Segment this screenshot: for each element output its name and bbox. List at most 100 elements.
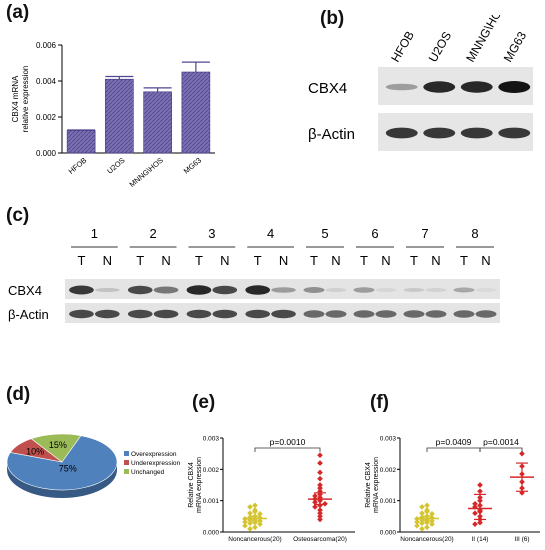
- bar: [66, 130, 96, 154]
- data-point: [477, 482, 483, 488]
- y-tick-label: 0.003: [380, 436, 397, 443]
- blot-band: [186, 309, 212, 319]
- bar-chart-a: 0.000 0.002 0.004 0.006 CBX4 mRNA relative ex…: [11, 41, 215, 189]
- y-axis-label: mRNA expression: [196, 457, 203, 513]
- blot-band: [325, 310, 347, 318]
- lane-label: N: [161, 253, 170, 268]
- blot-band: [498, 127, 531, 139]
- data-point: [414, 522, 420, 529]
- data-point: [317, 482, 323, 488]
- panel-label-b: (b): [320, 8, 345, 29]
- blot-band: [69, 309, 94, 319]
- panel-label-d: (d): [6, 384, 31, 405]
- x-tick-label: MNNG\HOS: [128, 156, 165, 189]
- y-tick-label: 0.000: [380, 530, 397, 537]
- pair-label: 4: [267, 226, 274, 241]
- bar: [143, 91, 172, 154]
- p-value-label: p=0.0010: [270, 437, 306, 447]
- blot-band: [325, 288, 347, 292]
- data-point: [477, 519, 483, 526]
- data-point: [317, 516, 323, 523]
- data-point: [472, 521, 478, 527]
- y-axis-label: Relative CBX4: [188, 462, 195, 508]
- lane-label: T: [360, 253, 368, 268]
- y-tick-label: 0.000: [203, 530, 220, 537]
- data-point: [257, 521, 263, 527]
- blot-band: [153, 286, 179, 294]
- blot-band: [385, 83, 418, 91]
- comparison-bracket: [254, 447, 321, 452]
- bar: [105, 78, 134, 154]
- row-label: CBX4: [8, 283, 42, 298]
- data-point: [317, 510, 323, 517]
- data-point: [252, 508, 258, 515]
- blot-band: [353, 310, 375, 318]
- pair-label: 7: [421, 226, 428, 241]
- p-value-label: p=0.0014: [483, 437, 519, 447]
- blot-band: [212, 309, 238, 319]
- pair-label: 5: [321, 226, 328, 241]
- data-point: [317, 507, 323, 513]
- data-point: [242, 522, 248, 529]
- blot-band: [212, 285, 238, 295]
- pair-label: 6: [371, 226, 378, 241]
- lane-label: HFOB: [388, 29, 417, 65]
- lane-label: MG63: [501, 29, 530, 65]
- x-tick-label: Osteosarcoma(20): [293, 536, 347, 543]
- blot-band: [403, 288, 425, 292]
- blot-band: [425, 288, 447, 292]
- blot-band: [460, 127, 493, 139]
- data-point: [247, 526, 253, 532]
- blot-band: [94, 288, 120, 292]
- x-tick-label: II (14): [472, 536, 489, 543]
- lane-label: T: [77, 253, 85, 268]
- y-axis-label: CBX4 mRNA: [11, 75, 20, 122]
- blot-band: [375, 288, 397, 292]
- blot-band: [385, 127, 418, 139]
- y-tick-label: 0.003: [203, 436, 220, 443]
- legend-label: Underexpression: [131, 460, 181, 467]
- scatter-chart-e: 0.000 0.001 0.002 0.003 Relative CBX4 mRNA ex…: [188, 436, 355, 543]
- pair-label: 1: [91, 226, 98, 241]
- lane-label: N: [220, 253, 229, 268]
- x-tick-label: Noncancerous(20): [228, 536, 281, 543]
- blot-band: [423, 127, 456, 139]
- blot-background: [300, 303, 500, 323]
- x-tick-label: III (6): [514, 536, 529, 543]
- y-axis-label: Relative CBX4: [365, 462, 372, 508]
- lane-label: N: [279, 253, 288, 268]
- pie-slice: [6, 435, 118, 491]
- blot-band: [453, 310, 475, 318]
- blot-band: [271, 309, 296, 319]
- lane-label: N: [481, 253, 490, 268]
- y-tick-label: 0.002: [36, 113, 57, 122]
- data-point: [419, 526, 425, 532]
- y-tick-label: 0.000: [36, 149, 57, 158]
- lane-label: T: [460, 253, 468, 268]
- bar: [181, 71, 211, 154]
- x-tick-label: U2OS: [105, 156, 126, 176]
- data-point: [419, 504, 425, 510]
- pie-chart-d: 75% 10% 15% Overexpression Underexpression Un…: [6, 433, 181, 498]
- data-point: [312, 504, 318, 510]
- data-point: [472, 500, 478, 507]
- blot-background: [300, 279, 500, 299]
- lane-label: T: [410, 253, 418, 268]
- pie-slice: [30, 433, 82, 463]
- lane-label: N: [331, 253, 340, 268]
- data-point: [317, 452, 323, 459]
- blot-band: [69, 285, 94, 295]
- blot-background: [65, 279, 300, 299]
- scatter-chart-f: 0.000 0.001 0.002 0.003 Relative CBX4 mRNA ex…: [365, 436, 540, 543]
- y-axis-label: mRNA expression: [373, 457, 380, 513]
- lane-label: N: [103, 253, 112, 268]
- blot-band: [94, 309, 120, 319]
- pie-slice-label: 75%: [59, 463, 77, 473]
- blot-band: [403, 310, 425, 318]
- row-label: CBX4: [308, 80, 347, 97]
- lane-label: N: [431, 253, 440, 268]
- blot-band: [423, 81, 456, 93]
- blot-band: [303, 310, 325, 318]
- data-point: [419, 510, 425, 517]
